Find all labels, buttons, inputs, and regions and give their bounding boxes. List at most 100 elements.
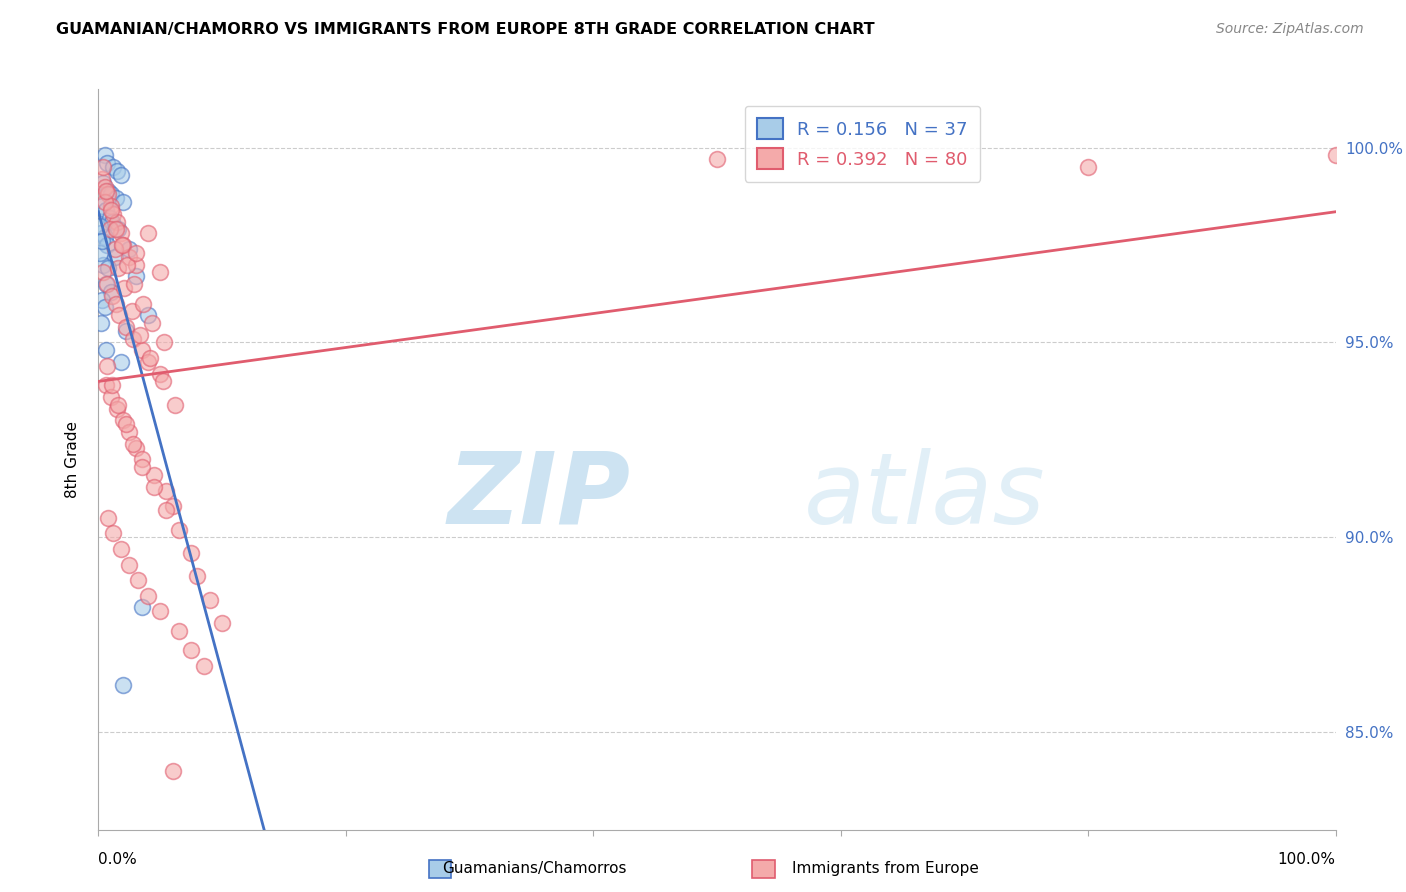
Point (96, 156, 118, 170)
Point (115, 258, 138, 272)
Point (97, 187, 120, 202)
Point (118, 242, 141, 256)
Point (127, 573, 149, 587)
Point (104, 296, 127, 310)
Point (104, 222, 127, 236)
Point (105, 164, 128, 178)
Point (114, 417, 136, 432)
Point (124, 277, 146, 291)
Text: Immigrants from Europe: Immigrants from Europe (793, 861, 979, 876)
Point (112, 281, 135, 295)
Point (107, 261, 129, 276)
Point (91, 199, 114, 213)
Point (93, 148, 115, 162)
Point (94, 378, 117, 392)
Point (94, 277, 117, 291)
Point (114, 324, 136, 338)
Point (94, 202, 117, 217)
Point (108, 308, 131, 322)
Legend: R = 0.156   N = 37, R = 0.392   N = 80: R = 0.156 N = 37, R = 0.392 N = 80 (745, 105, 980, 182)
Point (107, 222, 129, 236)
Point (122, 437, 145, 451)
Point (124, 441, 146, 455)
Point (93, 258, 115, 272)
Point (149, 265, 172, 279)
Point (100, 285, 122, 299)
Point (96, 359, 118, 373)
Point (112, 413, 135, 427)
Point (143, 480, 166, 494)
Point (155, 503, 177, 517)
Point (124, 258, 146, 272)
Point (100, 390, 122, 404)
Point (97, 511, 120, 525)
Text: GUAMANIAN/CHAMORRO VS IMMIGRANTS FROM EUROPE 8TH GRADE CORRELATION CHART: GUAMANIAN/CHAMORRO VS IMMIGRANTS FROM EU… (56, 22, 875, 37)
Point (100, 187, 122, 202)
Point (141, 316, 163, 330)
Point (165, 398, 187, 412)
Point (131, 600, 153, 615)
Point (155, 483, 177, 498)
Point (136, 308, 159, 322)
Point (131, 460, 153, 475)
Text: atlas: atlas (804, 448, 1045, 545)
Point (110, 355, 132, 369)
Point (149, 604, 172, 618)
Point (93, 230, 115, 244)
Point (93, 195, 115, 210)
Point (103, 526, 125, 541)
Point (112, 678, 135, 692)
Point (162, 499, 184, 513)
Point (198, 592, 221, 607)
Point (93, 160, 115, 174)
Point (93, 265, 115, 279)
Point (103, 242, 125, 256)
Point (136, 227, 159, 241)
Point (1077, 160, 1099, 174)
Text: ZIP: ZIP (447, 448, 630, 545)
Point (103, 160, 125, 174)
Point (98, 222, 121, 236)
Point (93, 176, 115, 190)
Text: 0.0%: 0.0% (98, 852, 138, 867)
Point (162, 764, 184, 778)
Point (143, 467, 166, 482)
Point (153, 335, 176, 350)
Point (96, 238, 118, 252)
Point (118, 250, 141, 264)
Point (132, 296, 155, 310)
Point (167, 523, 190, 537)
Point (129, 327, 152, 342)
Point (89, 245, 111, 260)
Point (110, 227, 132, 241)
Point (97, 184, 120, 198)
Point (91, 293, 114, 307)
Text: 100.0%: 100.0% (1278, 852, 1336, 867)
Point (91, 171, 114, 186)
Point (110, 541, 132, 556)
Point (706, 153, 728, 167)
Point (103, 207, 125, 221)
Point (101, 215, 124, 229)
Point (89, 219, 111, 233)
Point (180, 643, 202, 657)
Point (211, 615, 233, 630)
Point (100, 202, 122, 217)
Point (139, 351, 162, 365)
Point (131, 452, 153, 467)
Point (101, 378, 124, 392)
Point (149, 367, 172, 381)
Point (180, 546, 202, 560)
Point (193, 659, 215, 673)
Point (105, 215, 128, 229)
Point (167, 624, 190, 638)
Point (105, 401, 128, 416)
Point (93, 179, 115, 194)
Point (111, 238, 134, 252)
Point (118, 558, 141, 572)
Point (110, 168, 132, 182)
Point (124, 269, 146, 284)
Point (93, 301, 115, 315)
Point (107, 398, 129, 412)
Point (124, 245, 146, 260)
